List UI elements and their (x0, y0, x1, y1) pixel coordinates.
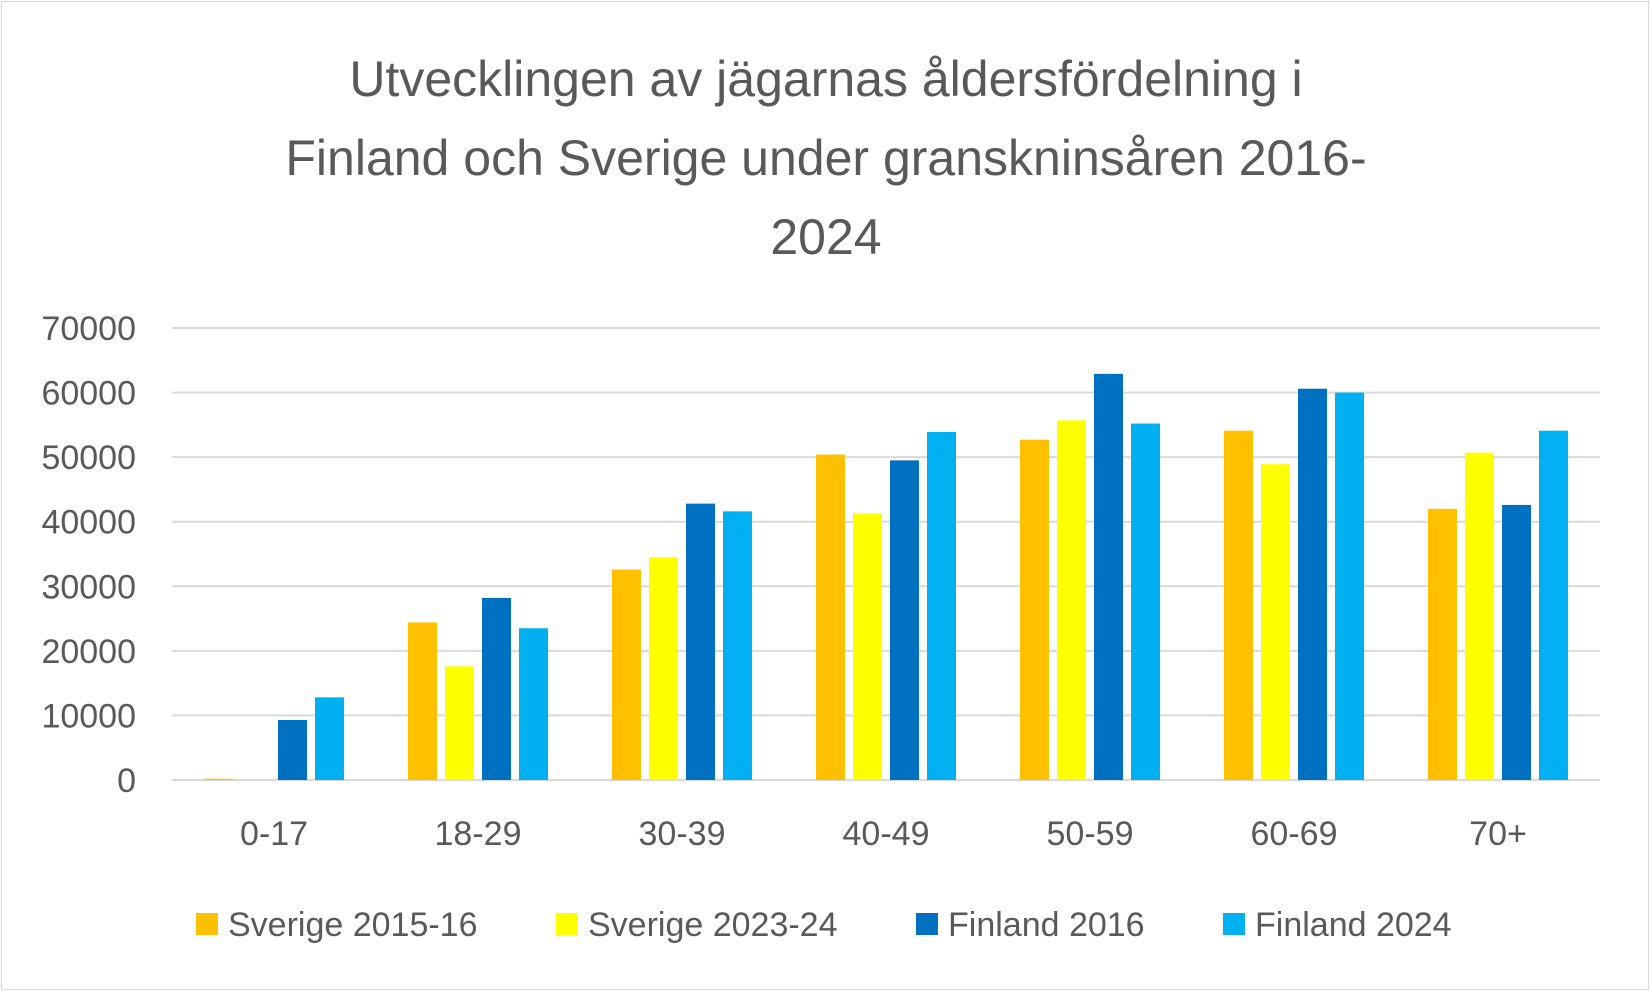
y-tick-label: 70000 (41, 310, 136, 348)
legend-swatch (1223, 913, 1245, 935)
legend-label: Sverige 2023-24 (588, 906, 838, 944)
gridlines (172, 327, 1600, 781)
x-tick-label: 40-49 (843, 815, 930, 853)
bar-30-39-sverige-2015-16 (612, 569, 641, 780)
x-tick-label: 60-69 (1251, 815, 1338, 853)
y-tick-label: 20000 (41, 633, 136, 671)
legend-label: Finland 2024 (1255, 906, 1452, 944)
bar-0-17-sverige-2015-16 (204, 778, 233, 780)
bar-18-29-finland-2016 (482, 597, 511, 780)
chart-title-line-1: Utvecklingen av jägarnas åldersfördelnin… (349, 51, 1302, 107)
bar-70+-finland-2024 (1539, 430, 1568, 780)
legend-swatch (916, 913, 938, 935)
bar-30-39-sverige-2023-24 (649, 557, 678, 780)
bar-30-39-finland-2024 (723, 511, 752, 780)
legend: Sverige 2015-16 Sverige 2023-24 Finland 20… (196, 906, 1452, 944)
x-tick-label: 0-17 (240, 815, 308, 853)
y-tick-label: 30000 (41, 568, 136, 606)
y-tick-label: 10000 (41, 697, 136, 735)
x-tick-label: 30-39 (639, 815, 726, 853)
legend-swatch (196, 913, 218, 935)
y-tick-label: 0 (117, 762, 136, 800)
bar-40-49-sverige-2023-24 (853, 513, 882, 780)
bar-70+-finland-2016 (1502, 504, 1531, 780)
y-axis-tick-labels: 0 10000 20000 30000 40000 50000 60000 70000 (41, 310, 136, 800)
bar-50-59-sverige-2015-16 (1020, 439, 1049, 780)
bar-60-69-sverige-2023-24 (1261, 464, 1290, 780)
x-tick-label: 18-29 (435, 815, 522, 853)
bar-60-69-finland-2016 (1298, 388, 1327, 780)
bar-30-39-finland-2016 (686, 503, 715, 780)
y-tick-label: 40000 (41, 504, 136, 542)
bar-40-49-finland-2024 (927, 431, 956, 780)
chart-title: Utvecklingen av jägarnas åldersfördelnin… (285, 51, 1366, 265)
bar-18-29-finland-2024 (519, 628, 548, 780)
x-tick-label: 70+ (1469, 815, 1527, 853)
bar-50-59-finland-2024 (1131, 423, 1160, 780)
bar-50-59-finland-2016 (1094, 373, 1123, 780)
chart-title-line-3: 2024 (770, 209, 881, 265)
bar-0-17-finland-2016 (278, 719, 307, 780)
x-tick-label: 50-59 (1047, 815, 1134, 853)
y-tick-label: 60000 (41, 375, 136, 413)
bar-70+-sverige-2023-24 (1465, 452, 1494, 780)
bar-40-49-finland-2016 (890, 460, 919, 780)
bar-18-29-sverige-2023-24 (445, 666, 474, 780)
y-tick-label: 50000 (41, 439, 136, 477)
legend-label: Sverige 2015-16 (228, 906, 478, 944)
bar-50-59-sverige-2023-24 (1057, 420, 1086, 780)
bar-60-69-finland-2024 (1335, 392, 1364, 780)
chart-title-line-2: Finland och Sverige under granskninsåren… (285, 130, 1366, 186)
bar-70+-sverige-2015-16 (1428, 508, 1457, 780)
plot-bars (204, 373, 1568, 780)
legend-swatch (556, 913, 578, 935)
bar-0-17-finland-2024 (315, 697, 344, 780)
bar-40-49-sverige-2015-16 (816, 454, 845, 780)
legend-label: Finland 2016 (948, 906, 1145, 944)
x-axis-tick-labels: 0-17 18-29 30-39 40-49 50-59 60-69 70+ (240, 815, 1527, 853)
bar-60-69-sverige-2015-16 (1224, 430, 1253, 780)
bar-18-29-sverige-2015-16 (408, 622, 437, 780)
